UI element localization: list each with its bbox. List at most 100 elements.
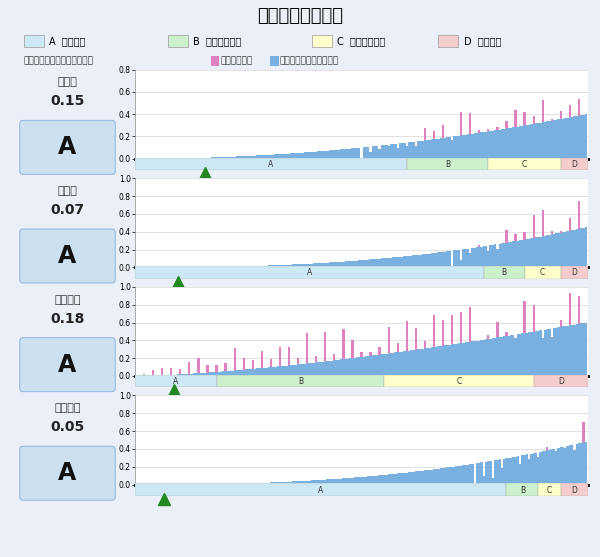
- Bar: [274, 367, 277, 376]
- Bar: [317, 362, 320, 376]
- Bar: [170, 375, 172, 376]
- Bar: [482, 340, 485, 376]
- Bar: [211, 372, 213, 376]
- Bar: [200, 373, 202, 376]
- Bar: [573, 229, 575, 267]
- Bar: [376, 146, 379, 159]
- Bar: [451, 140, 453, 159]
- Bar: [329, 150, 331, 159]
- Bar: [535, 331, 537, 376]
- Bar: [481, 340, 482, 376]
- Bar: [385, 145, 388, 159]
- Bar: [362, 356, 365, 376]
- Bar: [542, 338, 544, 376]
- Bar: [299, 264, 301, 267]
- Bar: [338, 150, 340, 159]
- Bar: [512, 242, 514, 267]
- Bar: [422, 140, 424, 159]
- Bar: [272, 154, 274, 159]
- Bar: [233, 266, 236, 267]
- Bar: [478, 130, 481, 133]
- Bar: [435, 469, 437, 485]
- Bar: [521, 334, 523, 376]
- Bar: [392, 353, 394, 376]
- Bar: [467, 342, 469, 376]
- Bar: [362, 147, 365, 159]
- Bar: [526, 239, 528, 267]
- Bar: [494, 130, 496, 159]
- Bar: [335, 262, 338, 267]
- Bar: [399, 143, 401, 159]
- Bar: [415, 350, 417, 376]
- Bar: [265, 482, 268, 485]
- Bar: [440, 138, 442, 159]
- Bar: [390, 144, 392, 159]
- Bar: [458, 344, 460, 376]
- FancyBboxPatch shape: [311, 35, 332, 47]
- Bar: [412, 255, 415, 267]
- Bar: [370, 476, 371, 485]
- Bar: [340, 149, 342, 159]
- Bar: [324, 332, 326, 361]
- FancyBboxPatch shape: [384, 375, 533, 387]
- Bar: [478, 341, 481, 376]
- Bar: [481, 133, 482, 159]
- Bar: [371, 146, 374, 159]
- Bar: [583, 422, 584, 442]
- Bar: [338, 262, 340, 267]
- Bar: [551, 121, 553, 159]
- Text: 0.07: 0.07: [50, 203, 85, 217]
- Bar: [410, 256, 412, 267]
- Bar: [512, 128, 514, 159]
- Bar: [251, 156, 254, 159]
- Bar: [444, 345, 446, 376]
- Bar: [333, 360, 335, 376]
- Bar: [342, 478, 344, 485]
- Bar: [329, 262, 331, 267]
- Bar: [464, 465, 467, 485]
- Bar: [238, 157, 241, 159]
- Bar: [440, 468, 442, 485]
- Bar: [241, 483, 242, 485]
- Bar: [349, 478, 352, 485]
- FancyBboxPatch shape: [135, 158, 407, 170]
- Bar: [333, 150, 335, 159]
- Bar: [250, 266, 251, 267]
- Bar: [161, 368, 163, 375]
- Bar: [224, 484, 227, 485]
- Bar: [542, 210, 544, 236]
- Bar: [492, 338, 494, 376]
- Bar: [347, 149, 349, 159]
- Bar: [566, 231, 569, 267]
- Bar: [410, 350, 412, 376]
- FancyBboxPatch shape: [20, 229, 115, 283]
- Bar: [557, 328, 560, 376]
- Bar: [394, 353, 397, 376]
- Bar: [399, 352, 401, 376]
- Bar: [263, 483, 265, 485]
- Bar: [304, 481, 306, 485]
- Bar: [492, 477, 494, 485]
- Text: B: B: [445, 160, 450, 169]
- Bar: [419, 349, 422, 376]
- Bar: [583, 442, 584, 485]
- Bar: [231, 266, 233, 267]
- Bar: [546, 121, 548, 159]
- Bar: [546, 451, 548, 485]
- Bar: [320, 151, 322, 159]
- Bar: [571, 325, 573, 376]
- Bar: [401, 143, 403, 159]
- Bar: [494, 460, 496, 485]
- Bar: [172, 375, 175, 376]
- Bar: [227, 371, 229, 376]
- Bar: [317, 152, 320, 159]
- Bar: [569, 218, 571, 231]
- Bar: [290, 365, 292, 376]
- Bar: [397, 473, 399, 485]
- Bar: [505, 243, 508, 267]
- Bar: [383, 145, 385, 159]
- Bar: [583, 115, 584, 159]
- Bar: [229, 483, 231, 485]
- Bar: [442, 468, 444, 485]
- Bar: [462, 343, 464, 376]
